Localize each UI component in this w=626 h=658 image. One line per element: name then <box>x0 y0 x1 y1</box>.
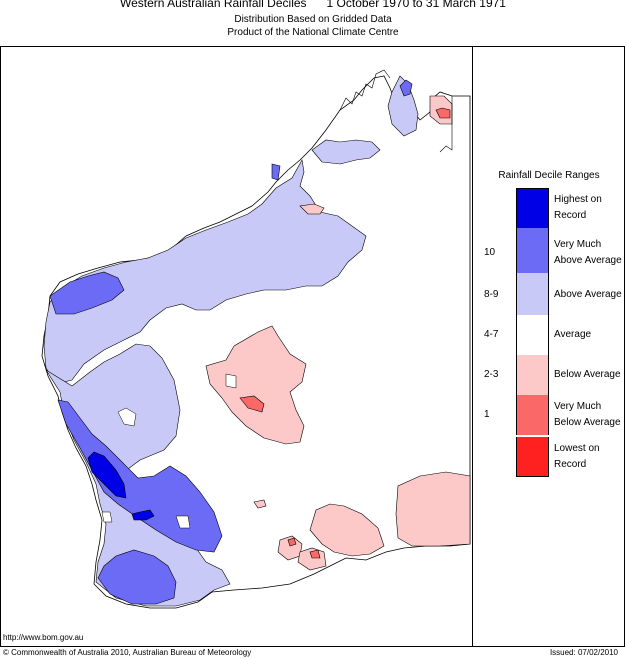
region-very-much-above-pilbara-coast <box>49 271 125 315</box>
map-title: Western Australian Rainfall Deciles 1 Oc… <box>120 0 506 10</box>
region-below-average-small-1 <box>253 499 267 509</box>
legend-range-label: 1 <box>484 409 490 420</box>
legend-label-line-1: Above Average <box>554 289 622 300</box>
legend-swatch <box>516 228 549 273</box>
legend-title: Rainfall Decile Ranges <box>498 170 600 181</box>
north-coast-right <box>439 96 453 153</box>
footer-url-link[interactable]: http://www.bom.gov.au <box>3 633 84 642</box>
region-below-average-central <box>205 325 307 445</box>
legend-item-very-much-above-average: 10 Very Much Above Average <box>478 228 623 273</box>
legend-label-line-2: Record <box>554 210 587 221</box>
legend-label-line-2: Above Average <box>554 255 622 266</box>
legend-label-line-1: Very Much <box>554 401 602 412</box>
legend-range-label: 8-9 <box>484 289 499 300</box>
map-subtitle-producer: Product of the National Climate Centre <box>227 27 399 38</box>
region-below-average-pilbara <box>299 203 325 215</box>
legend-range-label: 2-3 <box>484 369 499 380</box>
region-below-average-southeast <box>395 471 471 547</box>
region-very-much-below-south <box>309 549 321 559</box>
region-very-much-above-kimberley <box>399 79 413 97</box>
region-average-hole-2 <box>225 373 237 389</box>
legend-item-average: 4-7 Average <box>478 315 623 355</box>
legend-label-line-1: Very Much <box>554 239 602 250</box>
legend-item-below-average: 2-3 Below Average <box>478 355 623 395</box>
legend-label-line-1: Below Average <box>554 369 621 380</box>
footer-copyright: © Commonwealth of Australia 2010, Austra… <box>3 648 252 657</box>
legend-label-line-1: Lowest on <box>554 443 600 454</box>
legend-range-label: 10 <box>484 247 496 258</box>
region-very-much-below-central <box>239 395 265 413</box>
region-very-much-below-south-2 <box>287 537 297 547</box>
legend-swatch <box>516 355 549 395</box>
footer-issued-date: Issued: 07/02/2010 <box>549 648 618 657</box>
legend-label-line-2: Below Average <box>554 417 621 428</box>
legend-item-above-average: 8-9 Above Average <box>478 273 623 315</box>
legend-swatch <box>516 437 549 477</box>
legend-label-line-2: Record <box>554 459 587 470</box>
legend-label-line-1: Average <box>554 329 592 340</box>
legend-swatch <box>516 395 549 435</box>
legend-item-very-much-below-average: 1 Very Much Below Average <box>478 395 623 435</box>
region-above-average-kimberley-east <box>311 139 381 165</box>
legend-range-label: 4-7 <box>484 329 499 340</box>
region-very-much-above-south-coast <box>97 549 177 605</box>
kimberley-coast-detail <box>339 69 391 111</box>
region-average-hole-1 <box>117 407 137 427</box>
region-above-average-north <box>43 159 367 385</box>
legend-item-highest-on-record: Highest on Record <box>478 188 623 228</box>
map-subtitle-method: Distribution Based on Gridded Data <box>234 14 392 25</box>
region-average-hole-3 <box>101 511 113 523</box>
rainfall-decile-map <box>41 69 471 609</box>
legend-swatch <box>516 273 549 315</box>
region-highest-on-record-2 <box>131 509 155 521</box>
region-very-much-below-kimberley <box>435 107 451 119</box>
legend-swatch <box>516 315 549 355</box>
map-frame <box>0 46 625 647</box>
map-legend-divider <box>472 46 473 647</box>
region-highest-on-record-1 <box>87 451 127 499</box>
region-very-much-above-dampier <box>271 163 281 181</box>
region-below-average-south <box>309 503 385 557</box>
legend-item-lowest-on-record: Lowest on Record <box>478 437 623 477</box>
region-very-much-above-southwest <box>57 399 223 553</box>
legend-label-line-1: Highest on <box>554 194 602 205</box>
region-average-hole-4 <box>175 515 191 529</box>
legend-swatch <box>516 188 549 228</box>
